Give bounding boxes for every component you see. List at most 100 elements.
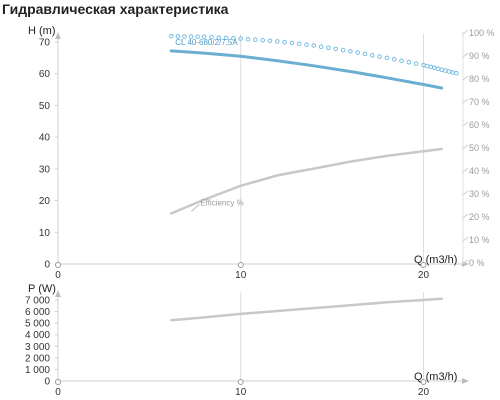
y-axis-label: P (W) bbox=[28, 283, 56, 295]
y2-tick-label: 20 % bbox=[469, 212, 490, 222]
efficiency-dot-point bbox=[450, 70, 456, 75]
x-tick-marker bbox=[237, 379, 244, 385]
y2-tick-label: 50 % bbox=[469, 143, 490, 153]
y-tick-label: 20 bbox=[39, 196, 51, 207]
y2-tick-label: 90 % bbox=[469, 51, 490, 61]
y-tick-label: 70 bbox=[39, 38, 51, 49]
efficiency-dot-point bbox=[333, 46, 339, 52]
efficiency-dot-point bbox=[296, 41, 302, 47]
efficiency-dot-point bbox=[182, 34, 187, 39]
efficiency-dot-point bbox=[231, 35, 236, 41]
y2-tick-label: 40 % bbox=[469, 166, 490, 176]
y2-tick-label: 10 % bbox=[469, 235, 490, 245]
efficiency-dot-point bbox=[399, 58, 404, 64]
efficiency-dot-point bbox=[362, 51, 368, 57]
x-axis-arrow bbox=[462, 261, 469, 267]
y-tick-label: 30 bbox=[39, 164, 51, 175]
y2-tick bbox=[462, 121, 469, 127]
y2-tick-label: 30 % bbox=[469, 189, 490, 199]
y2-tick bbox=[462, 144, 469, 150]
efficiency-curve-label: Efficiency % bbox=[200, 198, 243, 207]
y2-tick-label: 0 % bbox=[469, 258, 485, 268]
y2-tick-label: 80 % bbox=[469, 74, 490, 84]
efficiency-dot-point bbox=[443, 68, 448, 73]
y-tick-label: 10 bbox=[39, 228, 51, 239]
efficiency-dot-point bbox=[348, 49, 353, 54]
efficiency-dot-point bbox=[432, 65, 437, 71]
x-tick-marker bbox=[420, 262, 427, 268]
efficiency-dot-point bbox=[424, 63, 430, 69]
y2-tick bbox=[462, 98, 469, 104]
efficiency-dot-point bbox=[209, 34, 214, 40]
page-title: Гидравлическая характеристика bbox=[2, 1, 229, 17]
y2-tick bbox=[462, 259, 469, 265]
efficiency-dot-point bbox=[253, 37, 258, 43]
efficiency-dot-point bbox=[384, 55, 390, 61]
efficiency-dot-point bbox=[245, 36, 251, 42]
x-tick-label: 0 bbox=[55, 387, 61, 398]
efficiency-dot-point bbox=[169, 34, 174, 39]
efficiency-dot-point bbox=[275, 39, 280, 44]
y2-tick-label: 60 % bbox=[469, 120, 490, 130]
efficiency-dot-point bbox=[188, 34, 194, 39]
y2-tick bbox=[462, 167, 469, 173]
y-axis-arrow bbox=[55, 32, 61, 39]
x-axis-label: Q (m3/h) bbox=[414, 371, 457, 383]
x-tick-marker bbox=[55, 379, 61, 385]
efficiency-curve-line bbox=[170, 147, 443, 215]
y2-tick-label: 70 % bbox=[469, 97, 490, 107]
y-tick-label: 6 000 bbox=[25, 307, 50, 318]
y-tick-label: 50 bbox=[39, 101, 51, 112]
efficiency-dot-point bbox=[340, 47, 346, 53]
x-tick-marker bbox=[420, 379, 427, 385]
efficiency-dot-point bbox=[377, 54, 382, 59]
y-tick-label: 5 000 bbox=[25, 319, 50, 330]
efficiency-dot-point bbox=[267, 38, 273, 44]
efficiency-dot-point bbox=[370, 53, 375, 58]
y2-tick bbox=[462, 75, 469, 81]
y-tick-label: 40 bbox=[39, 133, 51, 144]
y-tick-label: 1 000 bbox=[25, 365, 50, 376]
efficiency-dot-point bbox=[413, 61, 419, 66]
y-axis-label: H (m) bbox=[28, 25, 56, 37]
y2-tick bbox=[462, 236, 469, 242]
efficiency-dot-point bbox=[216, 35, 222, 40]
efficiency-dot-point bbox=[439, 67, 445, 72]
efficiency-dot-point bbox=[260, 38, 266, 43]
efficiency-label-leader bbox=[190, 204, 200, 212]
efficiency-dot-point bbox=[238, 36, 243, 41]
y-tick-label: 60 bbox=[39, 69, 51, 80]
efficiency-dot-point bbox=[311, 43, 317, 48]
efficiency-dot-point bbox=[406, 59, 412, 65]
y2-tick bbox=[462, 190, 469, 196]
y-axis-arrow bbox=[55, 290, 61, 297]
efficiency-dot-point bbox=[454, 71, 459, 76]
efficiency-dot-point bbox=[201, 34, 207, 40]
y-tick-label: 0 bbox=[44, 377, 50, 388]
x-tick-label: 20 bbox=[418, 387, 430, 398]
y2-tick bbox=[462, 213, 469, 219]
x-tick-label: 10 bbox=[235, 387, 247, 398]
x-tick-label: 0 bbox=[55, 270, 61, 281]
y-tick-label: 7 000 bbox=[25, 296, 50, 307]
efficiency-dot-point bbox=[446, 69, 452, 74]
y2-tick bbox=[462, 52, 469, 58]
efficiency-dot-point bbox=[391, 57, 397, 62]
y-tick-label: 3 000 bbox=[25, 342, 50, 353]
efficiency-dot-point bbox=[175, 34, 181, 39]
y2-tick-label: 100 % bbox=[469, 28, 495, 38]
efficiency-dot-point bbox=[435, 66, 441, 71]
efficiency-dot-point bbox=[195, 34, 200, 40]
efficiency-dot-point bbox=[304, 42, 309, 48]
head-curve-label: CL 40-680/2/7,5A bbox=[175, 38, 238, 47]
y-tick-label: 2 000 bbox=[25, 353, 50, 364]
x-axis-arrow bbox=[462, 378, 469, 384]
efficiency-dot-point bbox=[282, 39, 287, 45]
x-tick-label: 20 bbox=[418, 270, 430, 281]
x-tick-label: 10 bbox=[235, 270, 247, 281]
efficiency-dot-point bbox=[355, 50, 361, 55]
y-tick-label: 0 bbox=[44, 260, 50, 271]
efficiency-dot-point bbox=[289, 40, 295, 46]
efficiency-dot-point bbox=[318, 44, 324, 50]
